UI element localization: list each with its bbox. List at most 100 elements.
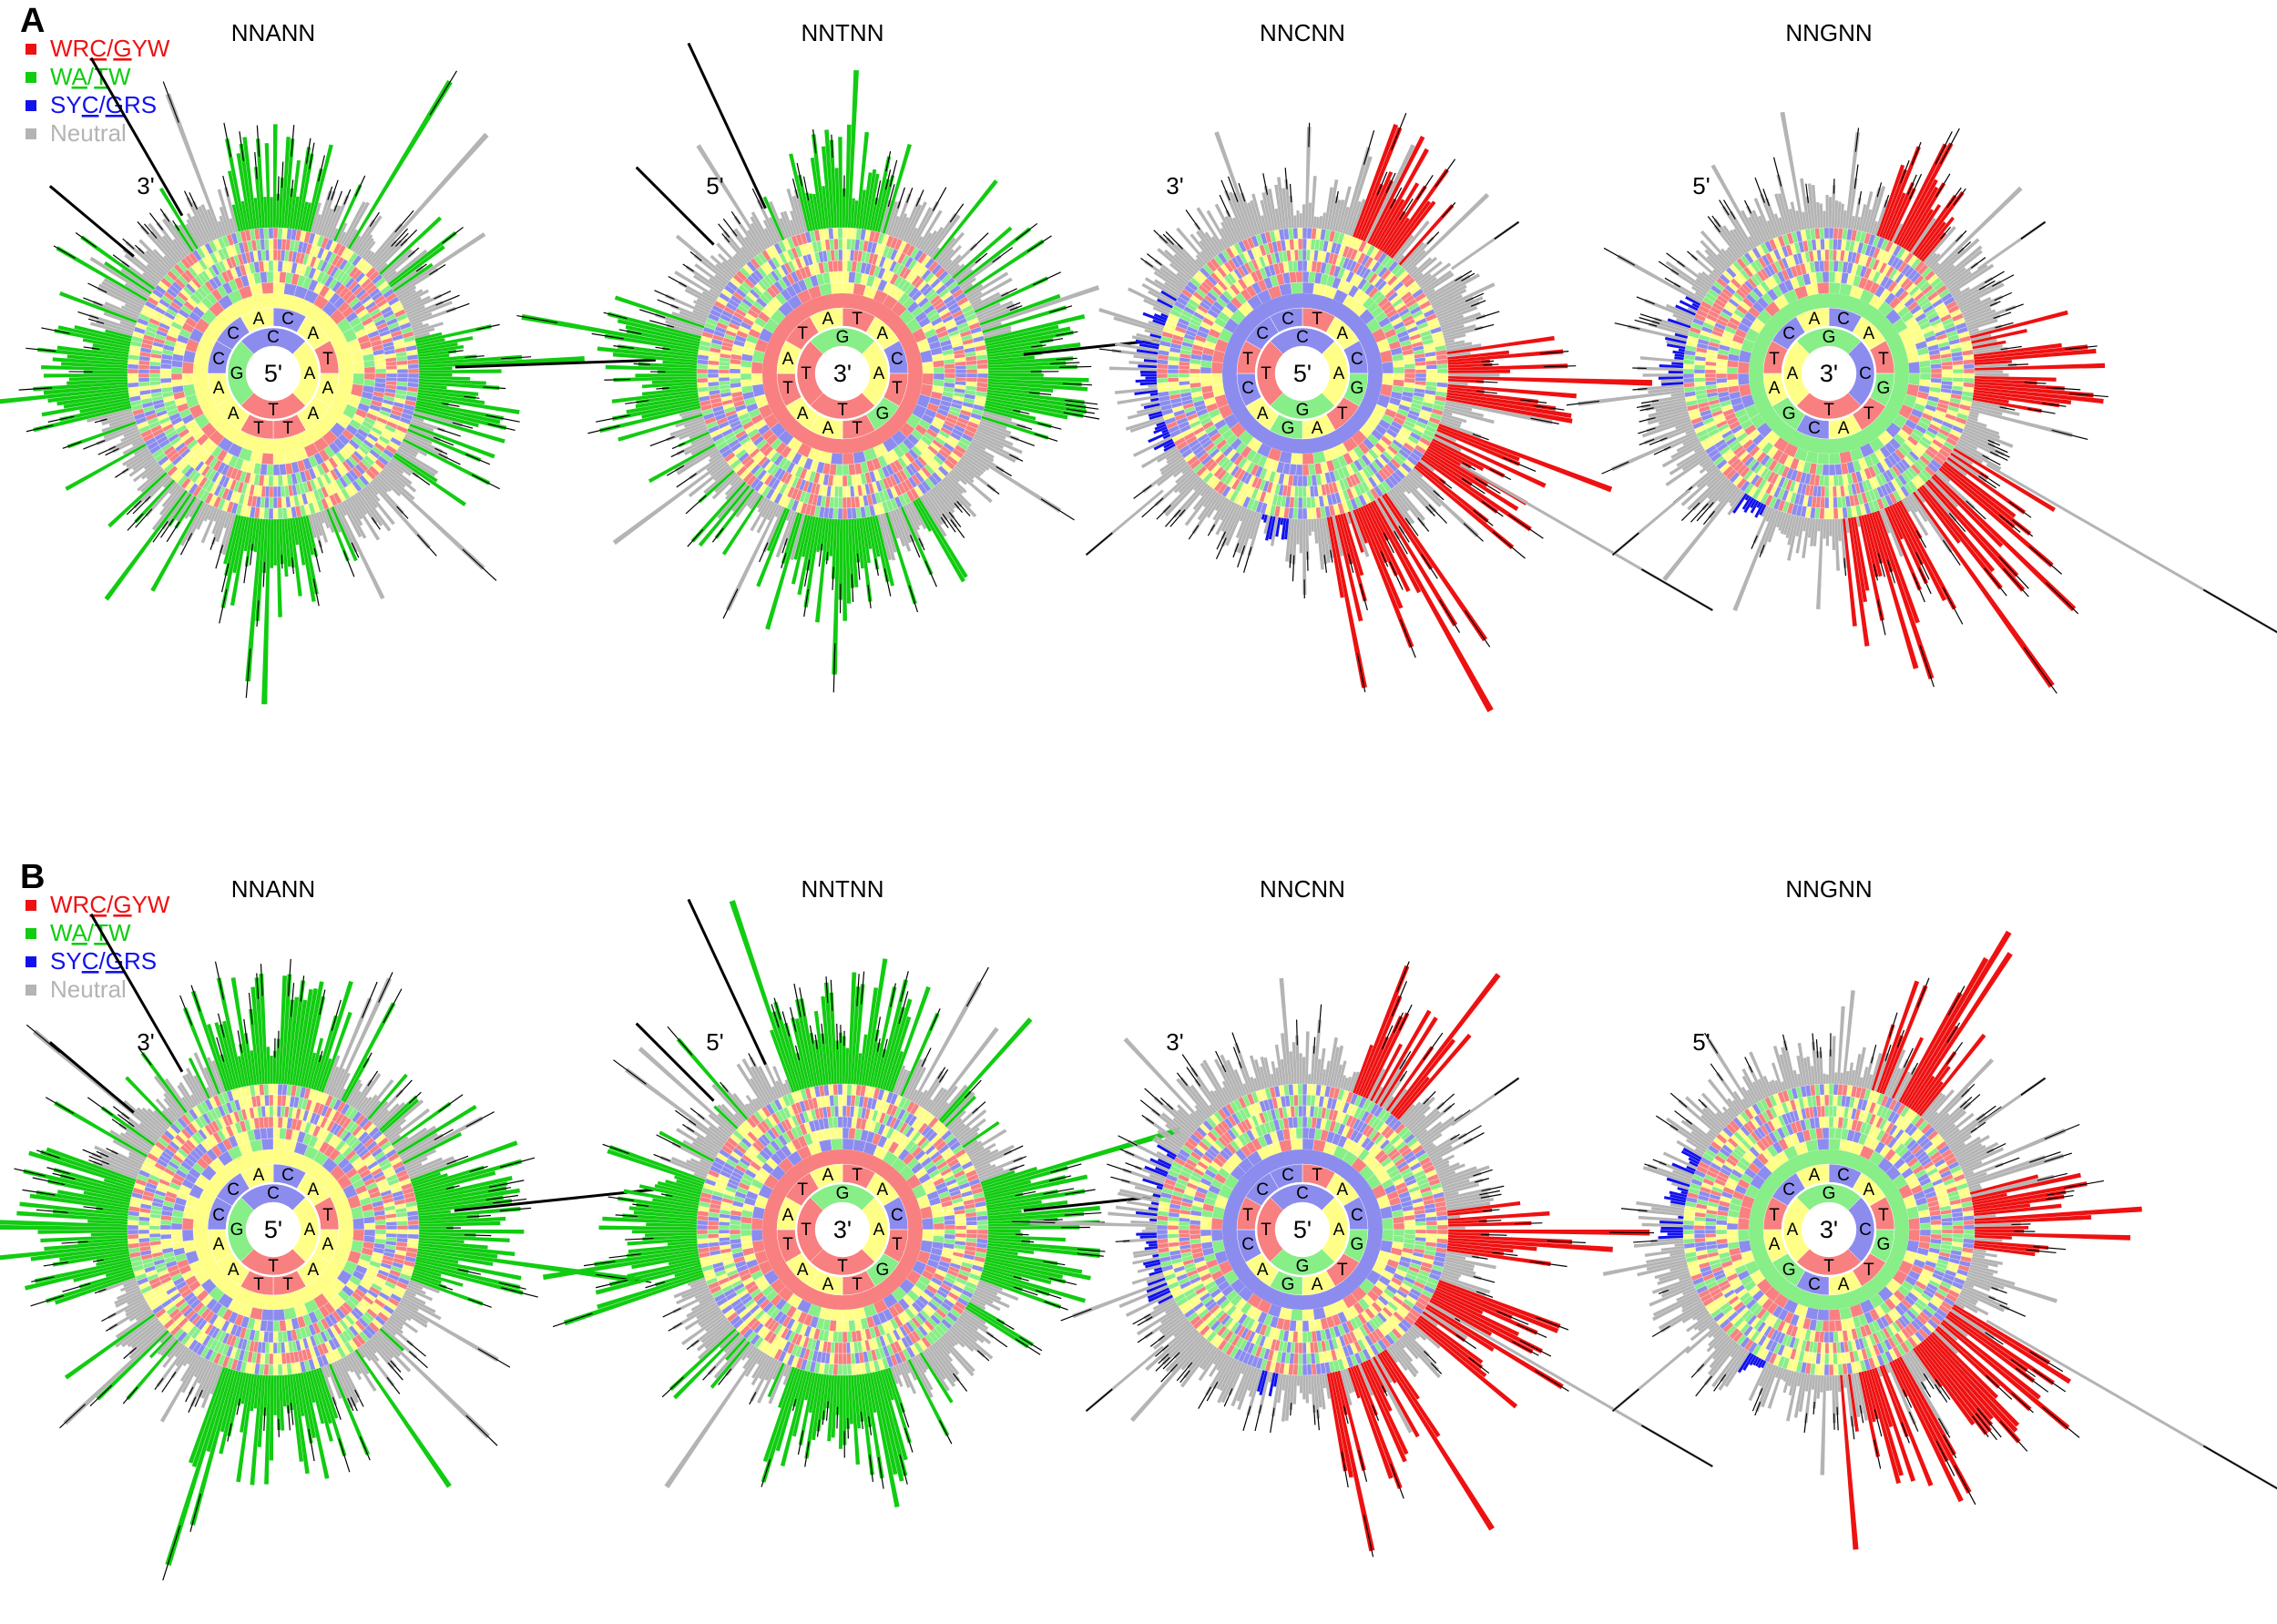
error-bar: [1015, 222, 1038, 241]
outlier-error: [1086, 532, 1113, 556]
bar: [725, 504, 781, 611]
bar: [315, 512, 329, 543]
bar: [291, 517, 299, 546]
ring-cell: [1392, 360, 1404, 368]
bar: [340, 201, 366, 246]
bar: [414, 405, 507, 431]
bar: [74, 325, 132, 342]
ring2-letter: T: [782, 379, 793, 398]
ring-cell: [955, 373, 967, 378]
bar: [138, 239, 171, 271]
ring-cell: [407, 377, 420, 383]
error-bar: [915, 189, 924, 207]
error-bar: [1428, 504, 1447, 524]
ring-cell: [842, 453, 855, 465]
error-bar: [596, 414, 630, 423]
center-label: 5': [1293, 360, 1312, 387]
bar: [221, 513, 237, 556]
error-bar: [906, 187, 914, 203]
bar: [80, 235, 156, 291]
bar: [373, 477, 389, 494]
bar: [174, 495, 197, 529]
ring-cell: [842, 281, 855, 294]
ring-cell: [1837, 507, 1843, 519]
bar: [1296, 210, 1300, 229]
bar: [338, 231, 347, 245]
error-bar: [1614, 322, 1640, 330]
ring-cell: [260, 271, 268, 284]
ring-cell: [1292, 227, 1299, 240]
bar: [158, 486, 184, 516]
ring-cell: [750, 373, 763, 386]
ring-cell: [1302, 496, 1307, 509]
ring-cell: [707, 373, 720, 378]
bar: [408, 301, 453, 321]
bar: [122, 441, 146, 455]
bar: [414, 332, 430, 339]
bar: [408, 425, 441, 442]
error-bar: [75, 231, 97, 248]
ring-cell: [842, 227, 848, 240]
ring-cell: [838, 249, 843, 261]
ring1-letter: A: [304, 364, 316, 383]
ring-cell: [828, 228, 834, 240]
bar: [416, 397, 449, 406]
ring-cell: [264, 238, 270, 250]
bar: [56, 392, 129, 406]
bar: [161, 491, 190, 530]
bar: [128, 456, 156, 477]
error-bar: [281, 161, 284, 189]
bar: [41, 364, 128, 372]
error-bar: [452, 422, 474, 429]
bar: [227, 170, 244, 231]
ring2-letter: A: [876, 324, 888, 343]
error-bar: [152, 520, 168, 543]
ring-cell: [835, 271, 843, 283]
chart-title: NNANN: [231, 19, 315, 46]
ring-cell: [1306, 227, 1312, 240]
error-bar: [465, 355, 485, 359]
error-bar: [1435, 158, 1456, 188]
bar: [223, 514, 239, 565]
bar: [162, 235, 184, 260]
bar: [145, 250, 169, 274]
ring-cell: [838, 496, 843, 509]
ring-cell: [1824, 496, 1830, 509]
bar: [328, 506, 342, 534]
error-bar: [223, 122, 231, 158]
bar: [121, 452, 153, 475]
bar: [120, 305, 141, 316]
bar: [213, 508, 221, 522]
bar: [405, 305, 425, 316]
ring-cell: [1156, 363, 1169, 370]
bar: [120, 268, 154, 292]
error-bar: [222, 175, 230, 197]
ring-cell: [269, 238, 274, 250]
bar: [105, 329, 133, 339]
bar: [386, 463, 413, 485]
ring-cell: [1295, 271, 1303, 283]
bar: [391, 265, 424, 291]
error-bar: [369, 211, 380, 228]
ring-cell: [1436, 373, 1449, 379]
bar: [1302, 204, 1306, 229]
legend-swatch: [26, 44, 36, 55]
error-bar: [281, 555, 283, 569]
error-bar: [18, 387, 53, 391]
error-bar: [475, 323, 500, 331]
ring2-letter: A: [322, 379, 334, 398]
bar: [403, 435, 449, 460]
bar: [231, 204, 241, 232]
error-bar: [305, 138, 311, 164]
ring-cell: [1833, 496, 1838, 509]
bar: [1140, 373, 1158, 377]
ring-cell: [1292, 507, 1299, 520]
ring2-letter: T: [322, 350, 333, 369]
bar: [254, 167, 262, 229]
error-bar: [254, 152, 258, 179]
bar: [270, 518, 273, 568]
bar: [308, 514, 317, 538]
error-bar: [291, 557, 295, 575]
bar: [191, 215, 209, 245]
